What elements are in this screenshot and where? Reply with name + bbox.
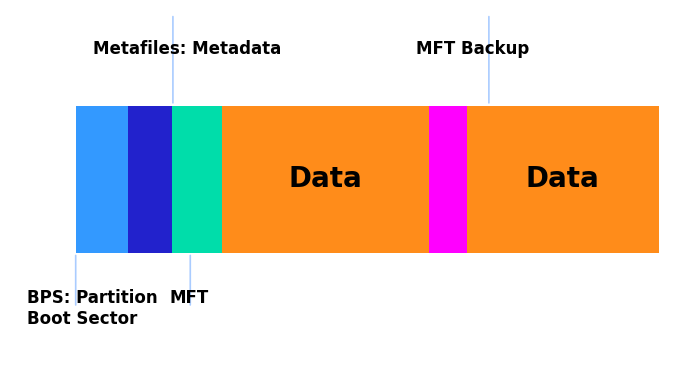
Text: Data: Data [526, 165, 600, 193]
FancyBboxPatch shape [128, 106, 172, 253]
FancyBboxPatch shape [428, 106, 466, 253]
Text: BPS: Partition
Boot Sector: BPS: Partition Boot Sector [27, 289, 158, 328]
FancyBboxPatch shape [172, 106, 221, 253]
Text: MFT Backup: MFT Backup [416, 40, 529, 57]
FancyBboxPatch shape [76, 106, 128, 253]
Text: MFT: MFT [169, 289, 209, 307]
Text: Data: Data [288, 165, 362, 193]
FancyBboxPatch shape [221, 106, 428, 253]
FancyBboxPatch shape [466, 106, 659, 253]
Text: Metafiles: Metadata: Metafiles: Metadata [93, 40, 281, 57]
